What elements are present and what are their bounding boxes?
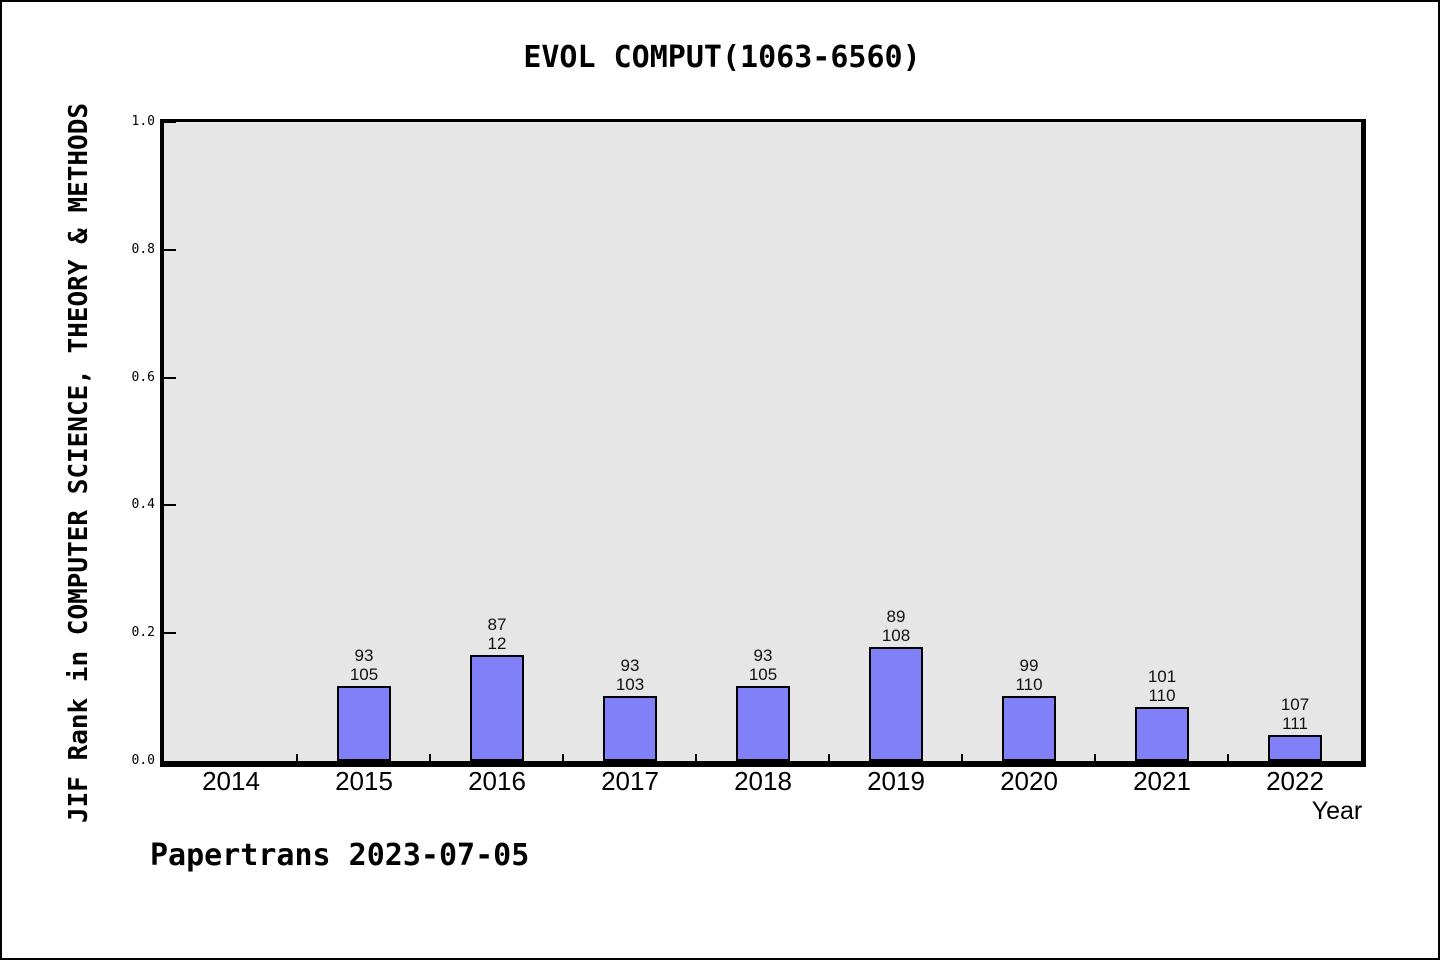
y-tick-mark <box>164 504 176 506</box>
x-minor-tick <box>296 754 298 761</box>
bar-value-label-2021: 101 110 <box>1147 667 1177 705</box>
y-tick-mark <box>164 632 176 634</box>
x-tick-label-2018: 2018 <box>734 766 792 796</box>
x-tick-label-2021: 2021 <box>1133 766 1191 796</box>
y-tick-mark <box>164 121 176 123</box>
chart-title: EVOL COMPUT(1063-6560) <box>523 40 921 75</box>
bar-2016 <box>470 655 524 761</box>
x-tick-label-2019: 2019 <box>867 766 925 796</box>
bar-2021 <box>1135 707 1189 761</box>
x-tick-label-2014: 2014 <box>202 766 260 796</box>
y-tick-label-0.8: 0.8 <box>131 242 155 257</box>
y-tick-mark <box>164 249 176 251</box>
x-minor-tick <box>961 754 963 761</box>
x-tick-label-2015: 2015 <box>335 766 393 796</box>
x-minor-tick <box>1094 754 1096 761</box>
x-minor-tick <box>562 754 564 761</box>
bar-2015 <box>337 686 391 761</box>
bar-2020 <box>1002 696 1056 761</box>
y-tick-mark <box>164 377 176 379</box>
bar-2019 <box>869 647 923 761</box>
y-tick-label-0.6: 0.6 <box>131 370 155 385</box>
bar-value-label-2017: 93 103 <box>615 656 645 694</box>
x-minor-tick <box>429 754 431 761</box>
x-minor-tick <box>695 754 697 761</box>
x-tick-label-2017: 2017 <box>601 766 659 796</box>
x-axis-label: Year <box>1311 797 1363 825</box>
bar-value-label-2022: 107 111 <box>1280 695 1310 733</box>
bar-value-label-2015: 93 105 <box>349 646 379 684</box>
y-axis-label: JIF Rank in COMPUTER SCIENCE, THEORY & M… <box>64 102 94 824</box>
x-tick-label-2022: 2022 <box>1266 766 1324 796</box>
bar-value-label-2016: 87 12 <box>487 615 507 653</box>
bar-value-label-2019: 89 108 <box>881 607 911 645</box>
x-minor-tick <box>828 754 830 761</box>
plot-area: 93 105 87 12 93 103 93 105 89 108 99 110 101 1… <box>160 119 1366 767</box>
y-tick-label-0.0: 0.0 <box>131 753 155 768</box>
x-tick-label-2020: 2020 <box>1000 766 1058 796</box>
bar-2022 <box>1268 735 1322 761</box>
x-tick-label-2016: 2016 <box>468 766 526 796</box>
y-tick-label-1.0: 1.0 <box>131 114 155 129</box>
y-tick-label-0.2: 0.2 <box>131 625 155 640</box>
bar-value-label-2018: 93 105 <box>748 646 778 684</box>
plot-inner: 93 105 87 12 93 103 93 105 89 108 99 110 101 1… <box>164 121 1361 761</box>
y-tick-label-0.4: 0.4 <box>131 497 155 512</box>
bar-value-label-2020: 99 110 <box>1015 656 1043 694</box>
bar-2018 <box>736 686 790 761</box>
bar-2017 <box>603 696 657 761</box>
x-minor-tick <box>1227 754 1229 761</box>
watermark-text: Papertrans 2023-07-05 <box>150 838 530 873</box>
